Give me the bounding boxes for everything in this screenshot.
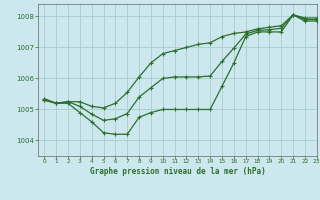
X-axis label: Graphe pression niveau de la mer (hPa): Graphe pression niveau de la mer (hPa): [90, 167, 266, 176]
